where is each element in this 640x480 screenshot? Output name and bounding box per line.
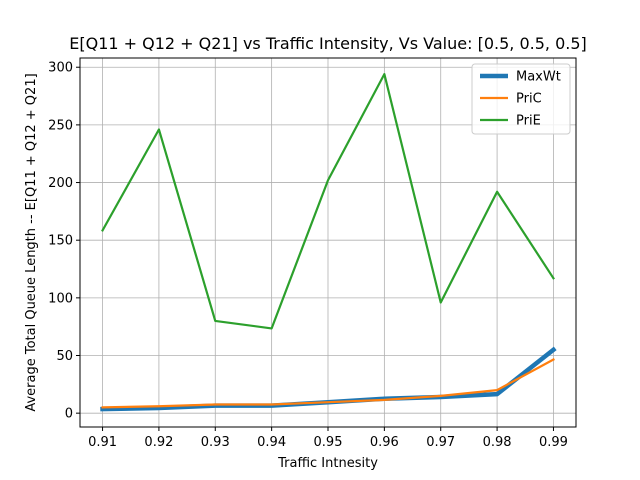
chart-title: E[Q11 + Q12 + Q21] vs Traffic Intensity,… <box>69 34 587 53</box>
series-line-prie <box>101 73 555 330</box>
x-axis-label: Traffic Intnesity <box>277 456 378 471</box>
y-tick-label: 150 <box>48 234 73 249</box>
y-tick-label: 300 <box>48 61 73 76</box>
x-tick-label: 0.99 <box>539 435 568 450</box>
x-tick-label: 0.98 <box>483 435 512 450</box>
y-tick-label: 0 <box>65 407 73 422</box>
y-tick-label: 200 <box>48 176 73 191</box>
x-tick-label: 0.91 <box>88 435 117 450</box>
y-tick-label: 50 <box>56 349 73 364</box>
series-line-pric <box>101 358 555 409</box>
legend-label-maxwt: MaxWt <box>516 70 561 85</box>
legend-label-prie: PriE <box>516 114 541 129</box>
x-tick-label: 0.92 <box>144 435 173 450</box>
x-tick-label: 0.95 <box>314 435 343 450</box>
y-tick-label: 250 <box>48 118 73 133</box>
legend-box <box>471 63 571 135</box>
x-tick-label: 0.97 <box>426 435 455 450</box>
y-axis-ticks: 0 50 100 150 200 250 300 <box>48 61 80 422</box>
plot-lines <box>100 73 557 412</box>
x-axis-ticks: 0.91 0.92 0.93 0.94 0.95 0.96 0.97 0.98 0.99 <box>88 427 568 450</box>
x-tick-label: 0.94 <box>257 435 286 450</box>
legend: MaxWt PriC PriE <box>471 63 571 135</box>
y-tick-label: 100 <box>48 291 73 306</box>
legend-items: MaxWt PriC PriE <box>480 70 561 129</box>
y-axis-label: Average Total Queue Length -- E[Q11 + Q1… <box>24 73 39 411</box>
x-tick-label: 0.96 <box>370 435 399 450</box>
x-tick-label: 0.93 <box>201 435 230 450</box>
legend-label-pric: PriC <box>516 92 542 107</box>
